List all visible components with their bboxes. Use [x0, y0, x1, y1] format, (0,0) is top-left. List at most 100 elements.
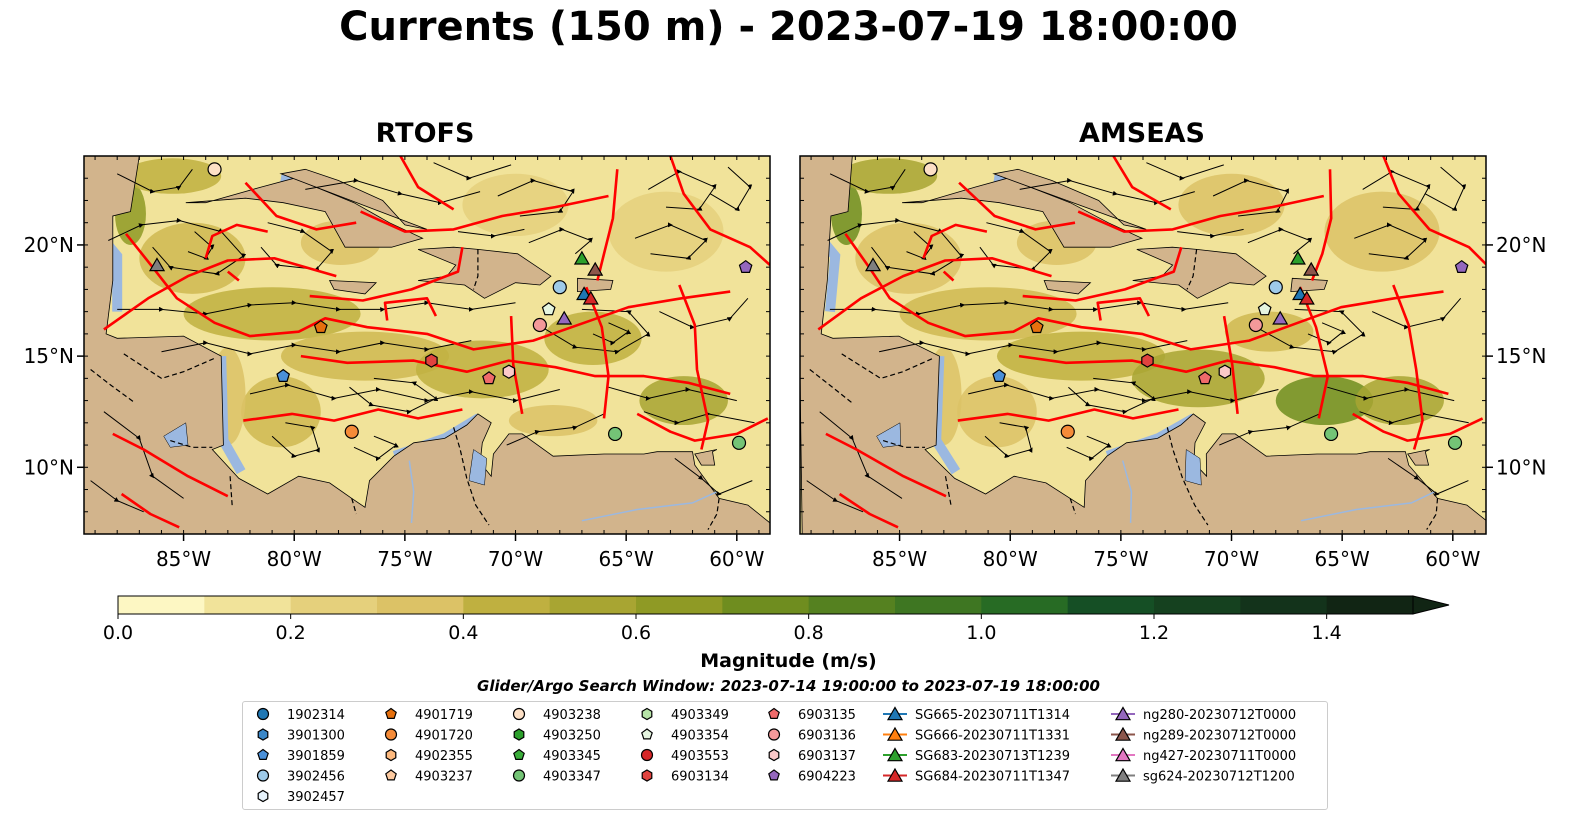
land-mass — [902, 177, 1144, 248]
legend-item: 6903134 — [641, 769, 729, 785]
transect-line — [1112, 156, 1172, 211]
legend-marker — [257, 789, 269, 803]
panel-title-amseas: AMSEAS — [1079, 118, 1205, 149]
lat-tick-label: 10°N — [24, 455, 74, 479]
streamline — [433, 162, 512, 181]
legend-marker — [1114, 747, 1132, 762]
lake — [876, 422, 901, 448]
land-mass — [694, 449, 718, 466]
country-border — [453, 427, 490, 526]
legend-label: 6903134 — [671, 770, 729, 785]
colorbar-bin — [463, 596, 551, 614]
streamline — [90, 480, 144, 513]
legend-label: 4903345 — [543, 749, 601, 764]
platform-legend: 1902314 3901300 3901859 3902456 3902457 49017… — [242, 701, 1328, 810]
colorbar-bin — [204, 596, 292, 614]
country-border — [944, 476, 952, 508]
legend-label: 1902314 — [287, 708, 345, 723]
lon-tick-label: 65°W — [599, 547, 654, 571]
transect-line — [596, 169, 619, 281]
legend-label: 3901859 — [287, 749, 345, 764]
platform-6903137 — [502, 364, 516, 379]
land-mass — [328, 280, 378, 295]
platform-3902456 — [1268, 280, 1283, 295]
colorbar-tick-label: 0.4 — [448, 622, 478, 644]
legend-marker — [257, 748, 269, 761]
legend-item: sg624-20230712T1200 — [1111, 767, 1295, 785]
lon-tick-label: 85°W — [156, 547, 211, 571]
lon-tick-label: 70°W — [1204, 547, 1259, 571]
lake — [163, 422, 189, 448]
platform-4903238 — [207, 162, 222, 177]
legend-item: ng289-20230712T0000 — [1111, 726, 1296, 744]
land-mass — [84, 156, 770, 534]
lon-tick-label: 65°W — [1315, 547, 1370, 571]
transect-line — [244, 181, 357, 231]
transect-line — [399, 156, 455, 211]
colorbar-extend-arrow — [1412, 595, 1450, 615]
legend-label: 3901300 — [287, 729, 345, 744]
legend-label: sg624-20230712T1200 — [1143, 770, 1295, 785]
transect-line — [922, 223, 988, 259]
colorbar-tick-label: 1.4 — [1312, 622, 1342, 644]
platform-4903347 — [1323, 426, 1339, 442]
legend-label: 4901720 — [415, 729, 473, 744]
platform-4901719 — [313, 319, 328, 334]
platform-SG684-20230711T1347 — [1298, 290, 1315, 305]
country-border — [1426, 498, 1439, 530]
river — [1121, 460, 1133, 523]
colorbar-label: Magnitude (m/s) — [700, 650, 877, 672]
lon-tick-label: 85°W — [872, 547, 927, 571]
country-border — [1069, 498, 1077, 515]
speed-patch — [1355, 376, 1444, 426]
legend-marker — [641, 707, 653, 721]
platform-6903137 — [1218, 364, 1232, 379]
country-border — [1166, 427, 1209, 526]
colorbar-bin — [1067, 596, 1155, 614]
streamline — [1068, 377, 1156, 415]
streamline — [1362, 169, 1431, 211]
transect-line — [124, 232, 731, 351]
streamline — [806, 480, 864, 513]
legend-item: ng427-20230711T0000 — [1111, 747, 1296, 764]
lat-tick-label: 20°N — [24, 233, 74, 257]
platform-ng280-20230712T0000 — [556, 310, 573, 325]
streamline — [1371, 297, 1462, 330]
transect-line — [1222, 315, 1239, 415]
map-panel-rtofs: 85°W 80°W 75°W 70°W 65°W 60°W 20°N 15°N 10°N — [24, 155, 771, 571]
colorbar-tick-label: 0.8 — [794, 622, 824, 644]
search-window-text: Glider/Argo Search Window: 2023-07-14 19… — [477, 677, 1100, 695]
lake — [468, 449, 487, 486]
platform-SG684-20230711T1347 — [582, 290, 599, 305]
streamline — [674, 458, 753, 497]
streamline — [349, 377, 439, 415]
legend-item: SG666-20230711T1331 — [883, 726, 1070, 744]
streamline — [819, 411, 903, 499]
land-mass — [800, 156, 1486, 534]
legend-label: ng280-20230712T0000 — [1143, 708, 1296, 723]
legend-marker — [384, 728, 398, 741]
transect-line — [1096, 296, 1151, 321]
legend-item: 4903250 — [513, 728, 601, 744]
legend-canvas: 1902314 3901300 3901859 3902456 3902457 49017… — [256, 706, 1296, 805]
colorbar-bin — [895, 596, 982, 614]
transect-line — [1077, 194, 1325, 233]
platform-sg624-20230712T1200 — [148, 257, 166, 272]
legend-label: 6903136 — [798, 729, 856, 744]
country-border — [472, 249, 479, 290]
streamline — [1354, 222, 1428, 260]
country-border — [707, 498, 720, 530]
legend-marker — [513, 748, 525, 761]
legend-marker — [385, 769, 397, 781]
speed-patch — [839, 158, 938, 194]
legend-marker — [256, 769, 270, 782]
streamline — [497, 178, 575, 217]
transect-line — [509, 316, 524, 415]
colorbar-bin — [981, 596, 1069, 614]
legend-item: 3901859 — [257, 748, 345, 764]
transect-line — [942, 270, 955, 282]
platform-4901720 — [1060, 424, 1075, 439]
legend-item: 4901719 — [385, 707, 473, 723]
legend-marker — [512, 707, 526, 721]
platform-4901719 — [1029, 319, 1044, 334]
